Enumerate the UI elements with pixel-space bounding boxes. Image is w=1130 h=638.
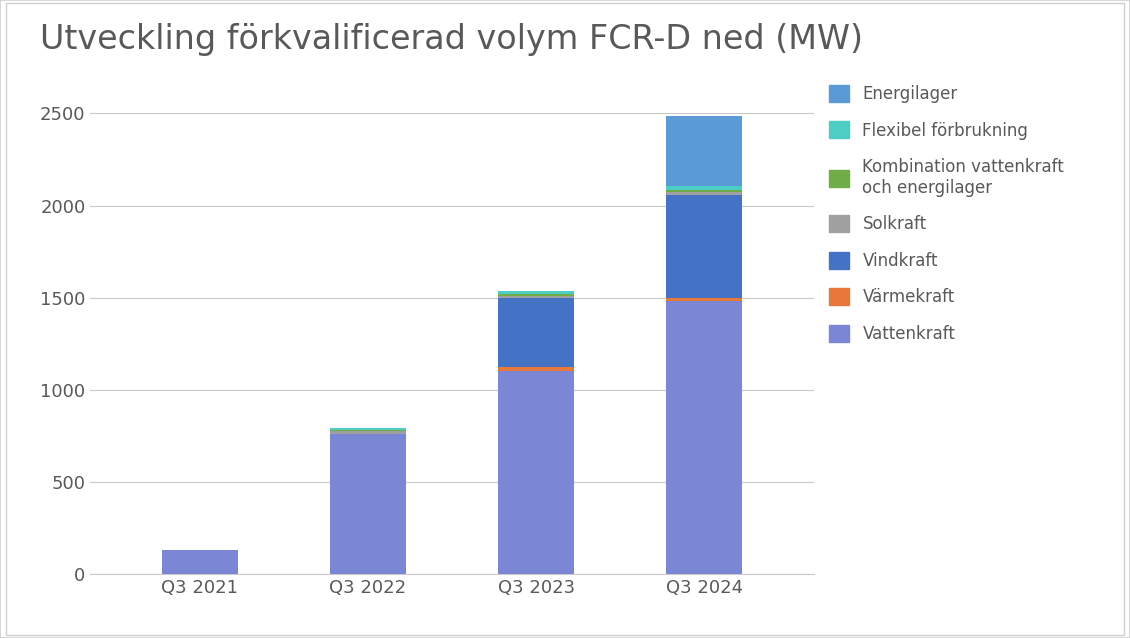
Bar [498, 293, 574, 295]
Bar [498, 371, 574, 574]
Bar [498, 295, 574, 298]
Bar [667, 195, 742, 298]
Bar [498, 298, 574, 367]
Bar [667, 186, 742, 189]
Bar [330, 431, 406, 434]
Bar [667, 116, 742, 186]
Bar [667, 298, 742, 301]
Bar [330, 434, 406, 574]
Legend: Energilager, Flexibel förbrukning, Kombination vattenkraft
och energilager, Solk: Energilager, Flexibel förbrukning, Kombi… [829, 85, 1064, 343]
Bar [667, 189, 742, 192]
Bar [330, 428, 406, 430]
Bar [667, 192, 742, 195]
Bar [498, 292, 574, 293]
Bar [330, 430, 406, 431]
Title: Utveckling förkvalificerad volym FCR-D ned (MW): Utveckling förkvalificerad volym FCR-D n… [41, 23, 863, 56]
Bar [667, 301, 742, 574]
Bar [162, 550, 237, 574]
Bar [498, 367, 574, 371]
